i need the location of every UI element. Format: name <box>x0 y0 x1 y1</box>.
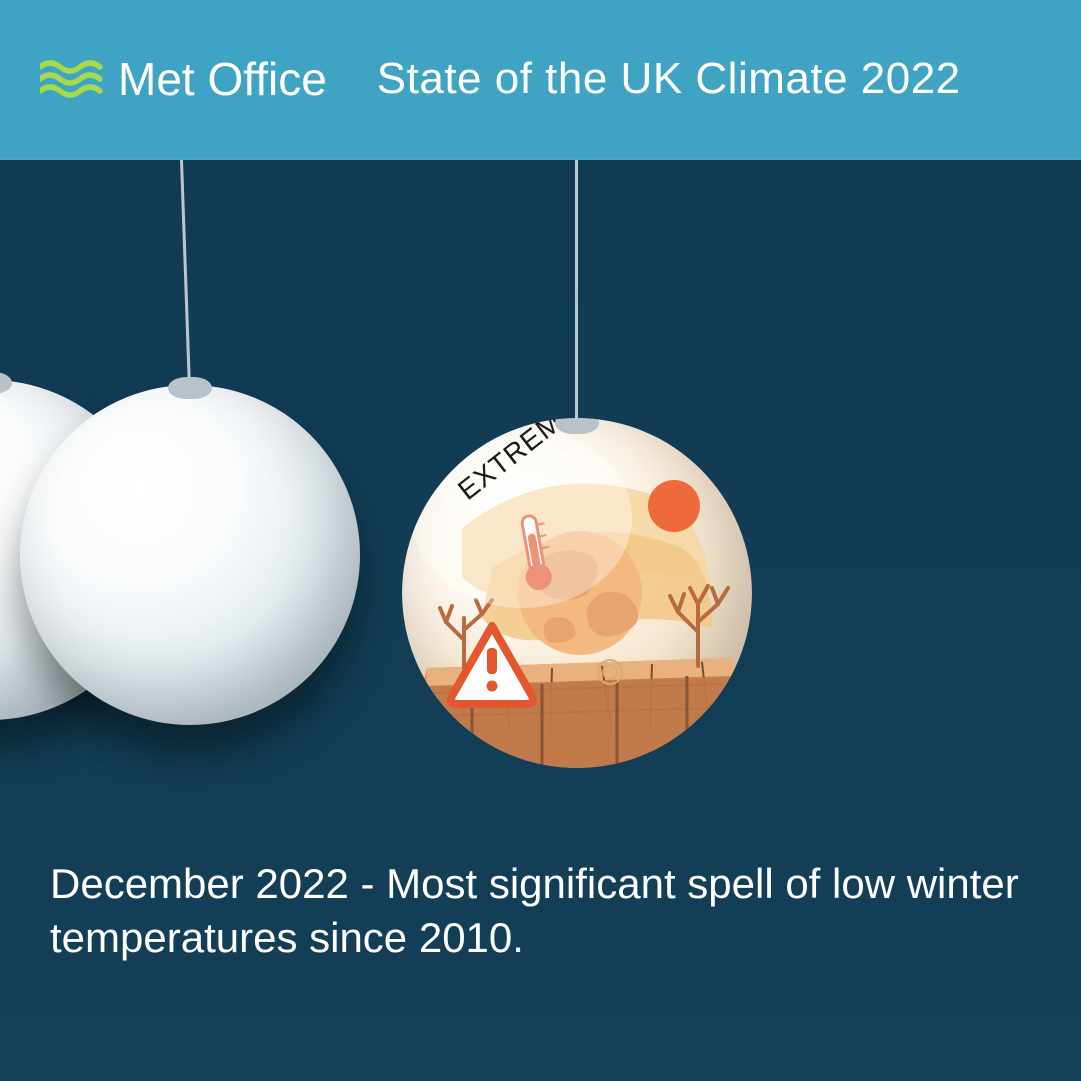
pendulum-ball-extremes: EXTREMES <box>402 418 752 768</box>
brand-name: Met Office <box>118 52 327 106</box>
met-office-wave-icon <box>40 55 104 103</box>
string-2 <box>180 160 191 388</box>
ball-cap-icon <box>0 372 12 394</box>
pendulum-ball-2 <box>20 385 360 725</box>
pendulum-scene: EXTREMES <box>0 160 1081 840</box>
header-bar: Met Office State of the UK Climate 2022 <box>0 0 1081 160</box>
extremes-illustration <box>402 418 752 768</box>
infographic-canvas: Met Office State of the UK Climate 2022 <box>0 0 1081 1081</box>
ball-cap-icon <box>168 377 212 399</box>
sun-icon <box>648 480 700 532</box>
caption-text: December 2022 - Most significant spell o… <box>50 857 1031 966</box>
brand-logo: Met Office <box>40 52 327 106</box>
page-title: State of the UK Climate 2022 <box>377 54 961 104</box>
string-3 <box>575 160 578 420</box>
